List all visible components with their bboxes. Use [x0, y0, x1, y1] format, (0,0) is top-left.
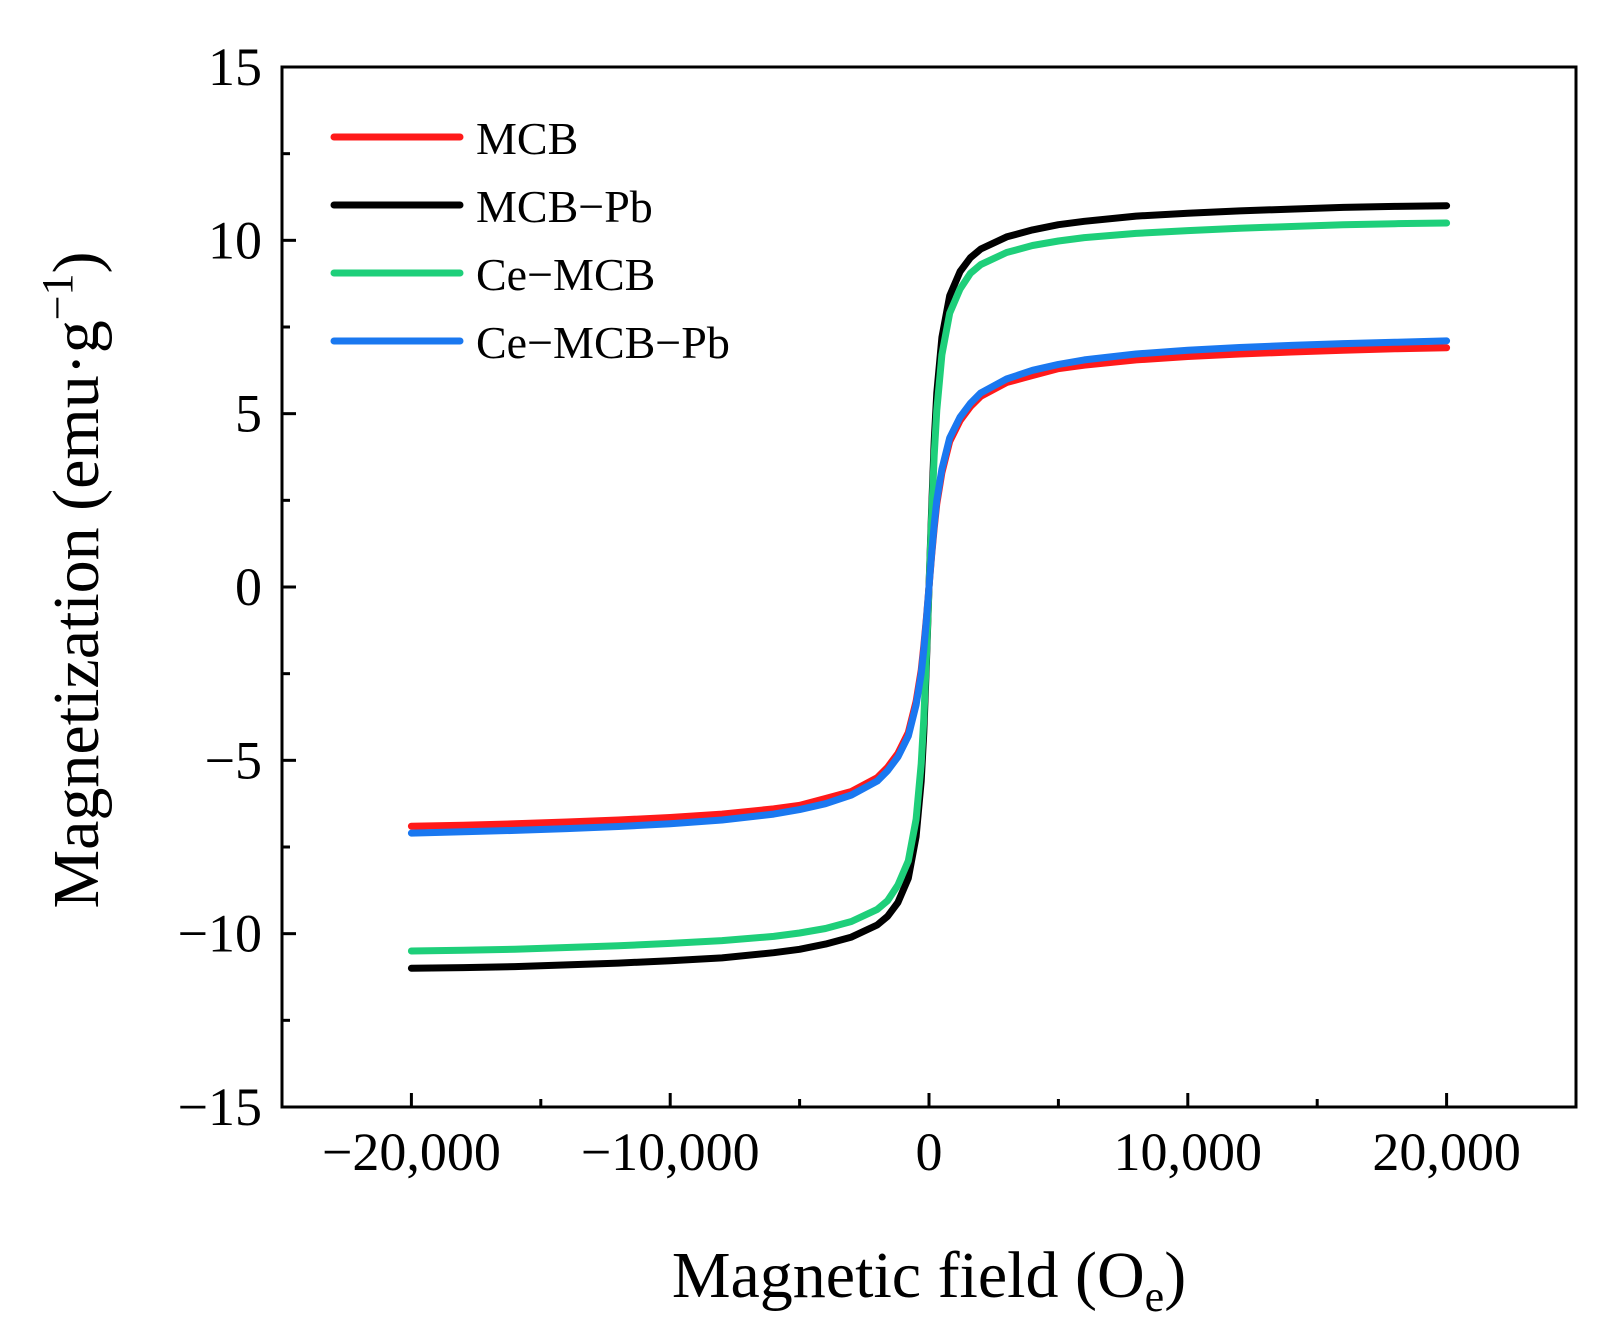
y-tick-label: 10 [208, 210, 262, 270]
y-axis-title-superscript: −1 [33, 273, 82, 320]
legend-label: MCB [476, 113, 578, 164]
x-tick-label: 20,000 [1372, 1122, 1521, 1182]
x-tick-label: −20,000 [322, 1122, 501, 1182]
series-line-3 [407, 337, 1451, 837]
x-axis-title-close: ) [1164, 1239, 1186, 1312]
legend-label: MCB−Pb [476, 181, 653, 232]
x-axis-title-subscript: e [1145, 1272, 1165, 1321]
y-axis-title: Magnetization (emu·g−1) [33, 251, 113, 908]
legend: MCB MCB−Pb Ce−MCB Ce−MCB−Pb [330, 113, 730, 368]
y-tick-label: −5 [205, 730, 262, 790]
legend-label: Ce−MCB−Pb [476, 317, 730, 368]
x-axis-title-main: Magnetic field (O [672, 1239, 1145, 1312]
data-series [407, 202, 1451, 972]
y-tick-labels: −15 −10 −5 0 5 10 15 [178, 37, 262, 1137]
x-tick-labels: −20,000 −10,000 0 10,000 20,000 [322, 1122, 1521, 1182]
y-tick-label: −10 [178, 904, 262, 964]
y-axis-title-main: Magnetization (emu·g [40, 320, 113, 908]
y-axis-title-close: ) [40, 251, 113, 273]
axis-ticks [282, 65, 1449, 1109]
y-tick-label: −15 [178, 1077, 262, 1137]
x-tick-label: 10,000 [1114, 1122, 1263, 1182]
y-tick-label: 15 [208, 37, 262, 97]
y-tick-label: 5 [235, 384, 262, 444]
legend-label: Ce−MCB [476, 249, 655, 300]
y-tick-label: 0 [235, 557, 262, 617]
x-axis-title: Magnetic field (Oe) [672, 1239, 1186, 1321]
x-tick-label: 0 [916, 1122, 943, 1182]
x-tick-label: −10,000 [581, 1122, 760, 1182]
